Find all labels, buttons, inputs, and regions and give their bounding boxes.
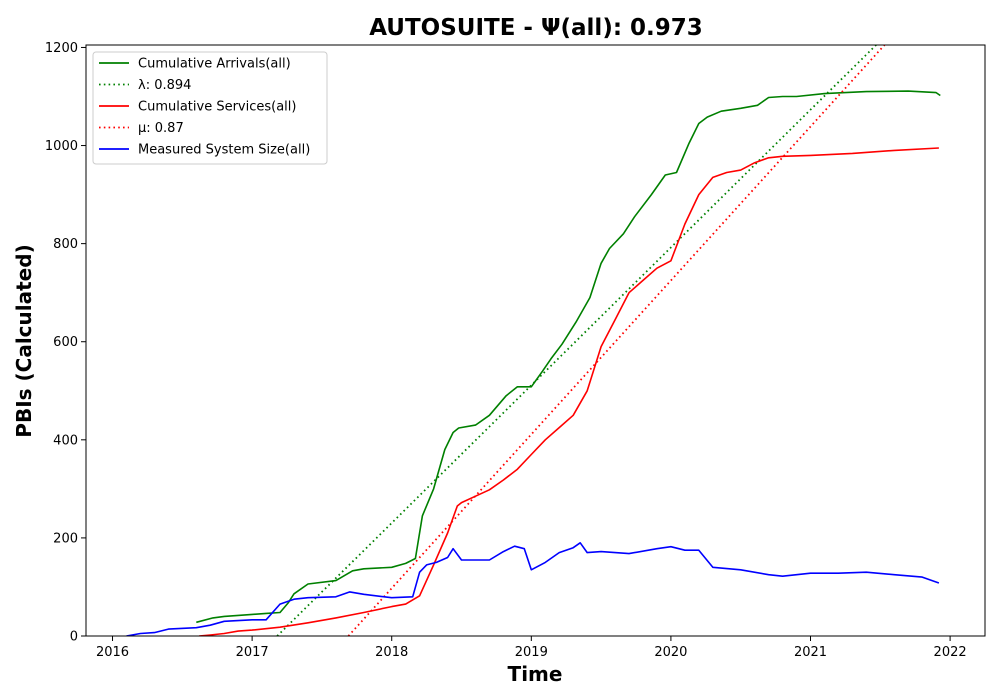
x-axis: 2016 2017 2018 2019 2020 2021 2022 <box>96 636 967 660</box>
x-tick-label: 2016 <box>96 645 129 660</box>
series-line-cumulative-arrivals-all <box>196 91 940 622</box>
y-axis-label: PBIs (Calculated) <box>12 244 36 437</box>
legend: Cumulative Arrivals(all) λ: 0.894 Cumulati… <box>93 52 327 164</box>
x-axis-label: Time <box>508 662 563 686</box>
legend-label: Cumulative Services(all) <box>138 100 296 115</box>
x-tick-label: 2018 <box>375 645 408 660</box>
series-line-0-87 <box>348 45 884 636</box>
y-tick-label: 1200 <box>45 41 78 56</box>
y-tick-label: 800 <box>53 237 78 252</box>
x-tick-label: 2022 <box>934 645 967 660</box>
legend-label: λ: 0.894 <box>138 78 191 93</box>
x-tick-label: 2019 <box>515 645 548 660</box>
x-tick-label: 2017 <box>236 645 269 660</box>
y-tick-label: 400 <box>53 433 78 448</box>
x-tick-label: 2020 <box>654 645 687 660</box>
chart-title: AUTOSUITE - Ψ(all): 0.973 <box>369 15 703 41</box>
legend-label: μ: 0.87 <box>138 121 184 136</box>
x-tick-label: 2021 <box>794 645 827 660</box>
y-tick-label: 600 <box>53 335 78 350</box>
series-line-measured-system-size-all <box>127 543 939 636</box>
y-tick-label: 200 <box>53 531 78 546</box>
legend-label: Cumulative Arrivals(all) <box>138 57 291 72</box>
y-axis: 0 200 400 600 800 1000 1200 <box>45 41 86 645</box>
y-tick-label: 1000 <box>45 139 78 154</box>
legend-label: Measured System Size(all) <box>138 143 310 158</box>
series-line-cumulative-services-all <box>199 148 939 636</box>
y-tick-label: 0 <box>70 630 78 645</box>
series-line-0-894 <box>277 45 876 636</box>
